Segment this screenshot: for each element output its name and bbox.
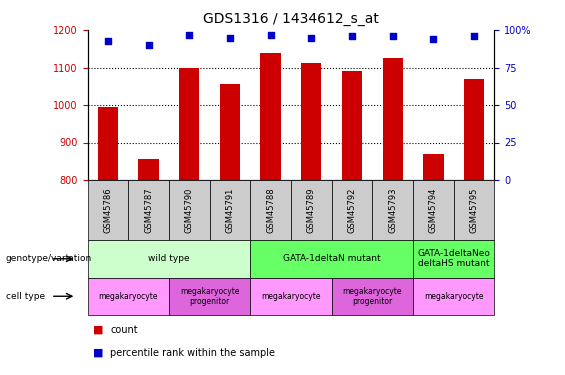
Point <box>347 33 357 39</box>
Bar <box>464 79 484 180</box>
Text: megakaryocyte: megakaryocyte <box>424 292 484 301</box>
Bar <box>179 68 199 180</box>
Text: count: count <box>110 325 138 335</box>
Bar <box>301 63 321 180</box>
Text: GSM45790: GSM45790 <box>185 188 194 232</box>
Text: genotype/variation: genotype/variation <box>6 254 92 263</box>
Bar <box>423 154 444 180</box>
Text: GATA-1deltaN mutant: GATA-1deltaN mutant <box>283 254 380 263</box>
Point <box>144 42 153 48</box>
Text: megakaryocyte: megakaryocyte <box>261 292 321 301</box>
Text: GATA-1deltaNeo
deltaHS mutant: GATA-1deltaNeo deltaHS mutant <box>418 249 490 268</box>
Point <box>266 32 275 38</box>
Point <box>225 34 234 40</box>
Text: GSM45794: GSM45794 <box>429 188 438 232</box>
Point <box>470 33 479 39</box>
Point <box>185 32 194 38</box>
Bar <box>220 84 240 180</box>
Bar <box>383 58 403 180</box>
Bar <box>98 107 118 180</box>
Text: megakaryocyte
progenitor: megakaryocyte progenitor <box>342 286 402 306</box>
Text: megakaryocyte
progenitor: megakaryocyte progenitor <box>180 286 240 306</box>
Point <box>103 38 112 44</box>
Text: GSM45791: GSM45791 <box>225 188 234 232</box>
Text: ■: ■ <box>93 325 104 335</box>
Text: wild type: wild type <box>148 254 190 263</box>
Text: megakaryocyte: megakaryocyte <box>98 292 158 301</box>
Point <box>429 36 438 42</box>
Bar <box>138 159 159 180</box>
Point <box>388 33 397 39</box>
Text: GSM45795: GSM45795 <box>470 188 479 232</box>
Text: GSM45786: GSM45786 <box>103 187 112 233</box>
Title: GDS1316 / 1434612_s_at: GDS1316 / 1434612_s_at <box>203 12 379 26</box>
Text: GSM45787: GSM45787 <box>144 187 153 233</box>
Text: percentile rank within the sample: percentile rank within the sample <box>110 348 275 357</box>
Text: GSM45792: GSM45792 <box>347 188 357 232</box>
Text: ■: ■ <box>93 348 104 357</box>
Text: GSM45789: GSM45789 <box>307 187 316 233</box>
Point <box>307 34 316 40</box>
Text: cell type: cell type <box>6 292 45 301</box>
Text: GSM45793: GSM45793 <box>388 187 397 233</box>
Bar <box>260 53 281 180</box>
Text: GSM45788: GSM45788 <box>266 187 275 233</box>
Bar <box>342 71 362 180</box>
